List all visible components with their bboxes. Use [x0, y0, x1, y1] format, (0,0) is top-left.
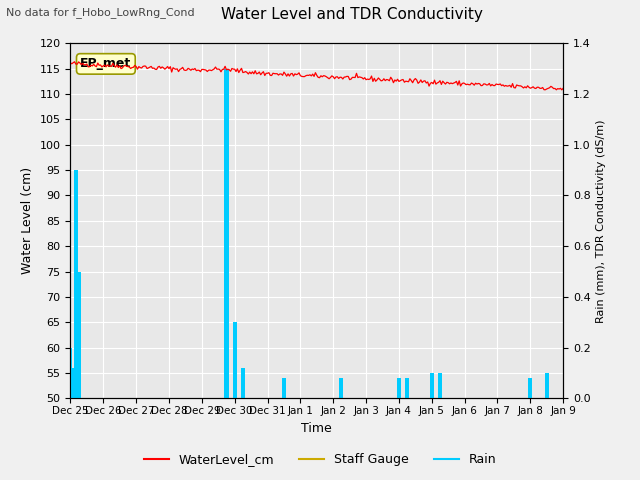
- Text: Water Level and TDR Conductivity: Water Level and TDR Conductivity: [221, 7, 483, 22]
- Bar: [71, 368, 75, 398]
- X-axis label: Time: Time: [301, 421, 332, 434]
- Bar: [282, 378, 286, 398]
- Bar: [429, 373, 434, 398]
- Y-axis label: Rain (mm), TDR Conductivity (dS/m): Rain (mm), TDR Conductivity (dS/m): [596, 119, 606, 323]
- Bar: [225, 69, 228, 398]
- Bar: [405, 378, 409, 398]
- Bar: [339, 378, 344, 398]
- Text: No data for f_Hobo_LowRng_Cond: No data for f_Hobo_LowRng_Cond: [6, 7, 195, 18]
- Bar: [438, 373, 442, 398]
- Bar: [232, 322, 237, 398]
- Bar: [77, 272, 81, 398]
- Bar: [241, 368, 245, 398]
- Bar: [528, 378, 532, 398]
- Bar: [397, 378, 401, 398]
- Bar: [68, 348, 72, 398]
- Bar: [74, 170, 78, 398]
- Text: EP_met: EP_met: [80, 58, 131, 71]
- Bar: [545, 373, 549, 398]
- Legend: WaterLevel_cm, Staff Gauge, Rain: WaterLevel_cm, Staff Gauge, Rain: [138, 448, 502, 471]
- Y-axis label: Water Level (cm): Water Level (cm): [21, 167, 34, 275]
